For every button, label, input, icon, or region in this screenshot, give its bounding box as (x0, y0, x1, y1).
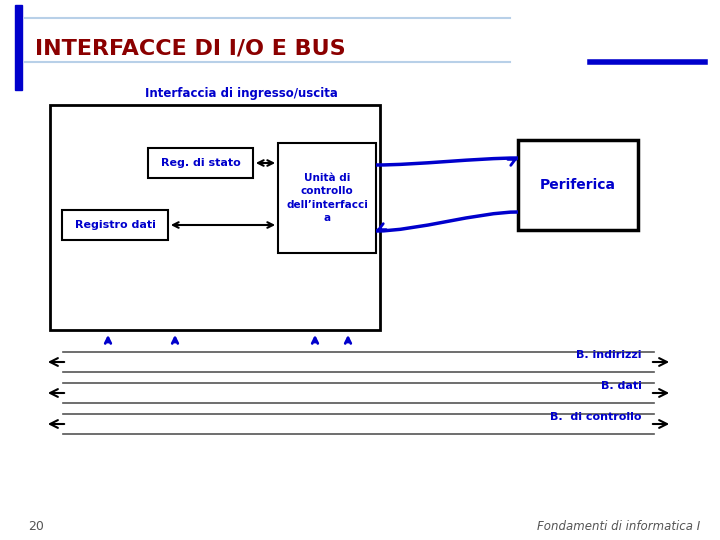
Bar (62, 210, 168, 240)
Text: Fondamenti di informatica I: Fondamenti di informatica I (536, 520, 700, 533)
Bar (15, 5, 22, 90)
Text: Periferica: Periferica (540, 178, 616, 192)
Bar (148, 148, 253, 178)
Text: B.  di controllo: B. di controllo (551, 412, 642, 422)
Text: Reg. di stato: Reg. di stato (161, 158, 240, 168)
Text: Unità di
controllo
dell’interfacci
a: Unità di controllo dell’interfacci a (286, 173, 368, 223)
Bar (50, 105, 380, 330)
Text: B. indirizzi: B. indirizzi (577, 350, 642, 360)
Text: 20: 20 (28, 520, 44, 533)
Text: Interfaccia di ingresso/uscita: Interfaccia di ingresso/uscita (145, 87, 338, 100)
Text: INTERFACCE DI I/O E BUS: INTERFACCE DI I/O E BUS (35, 38, 346, 58)
Text: Registro dati: Registro dati (75, 220, 156, 230)
Bar (518, 140, 638, 230)
Text: B. dati: B. dati (601, 381, 642, 391)
Bar (278, 143, 376, 253)
